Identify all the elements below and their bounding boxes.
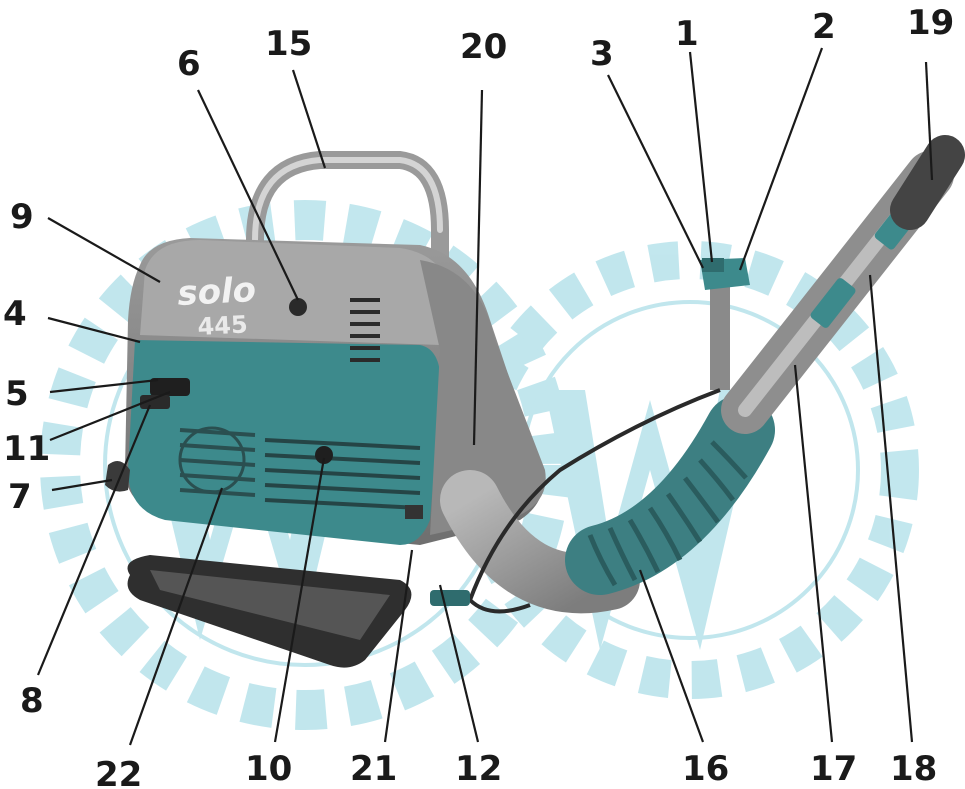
callout-17: 17 <box>810 749 857 789</box>
callout-4: 4 <box>3 294 27 334</box>
callout-21: 21 <box>350 749 397 789</box>
brand-logo: solo <box>176 270 257 314</box>
leader-4 <box>47 316 141 344</box>
nozzle <box>890 135 965 230</box>
callout-10: 10 <box>245 749 292 789</box>
leader-22 <box>128 487 224 746</box>
leader-3 <box>607 74 704 269</box>
top-cover <box>140 240 455 345</box>
callout-9: 9 <box>10 197 34 237</box>
leader-15 <box>291 69 327 169</box>
callout-6: 6 <box>177 44 201 84</box>
leader-21 <box>383 549 414 743</box>
leader-19 <box>924 61 934 181</box>
control-handle <box>700 258 750 390</box>
leader-20 <box>472 89 484 446</box>
callout-12: 12 <box>455 749 502 789</box>
model-number: 445 <box>197 310 249 341</box>
callout-labels: 1 2 3 4 5 6 7 8 9 10 11 12 15 16 17 18 1… <box>3 3 954 789</box>
callout-7: 7 <box>8 477 32 517</box>
callout-2: 2 <box>812 7 836 47</box>
leader-8 <box>36 404 152 676</box>
callout-3: 3 <box>590 34 614 74</box>
leader-12 <box>438 584 480 743</box>
callout-19: 19 <box>907 3 954 43</box>
tank-cap-knob <box>289 298 307 316</box>
cylinder-grille <box>264 438 421 510</box>
fan-shroud <box>420 260 546 535</box>
foot-pad <box>105 461 130 492</box>
leader-7 <box>51 478 113 492</box>
callout-1: 1 <box>675 14 699 54</box>
leader-lines <box>36 47 934 746</box>
throttle-cable <box>467 388 721 614</box>
callout-16: 16 <box>682 749 729 789</box>
callout-8: 8 <box>20 681 44 721</box>
cooling-vents <box>350 298 380 362</box>
leader-11 <box>49 390 171 442</box>
callout-20: 20 <box>460 27 507 67</box>
callout-11: 11 <box>3 429 50 469</box>
choke-knob <box>315 446 333 464</box>
throttle-lever <box>150 378 190 396</box>
leader-10 <box>273 457 326 743</box>
leader-18 <box>868 274 914 743</box>
leader-2 <box>738 47 824 271</box>
blower-illustration: solo 445 <box>105 135 965 668</box>
callout-15: 15 <box>265 24 312 64</box>
callout-22: 22 <box>95 755 142 789</box>
callout-5: 5 <box>5 374 29 414</box>
callout-18: 18 <box>890 749 937 789</box>
leader-6 <box>197 89 299 301</box>
leader-1 <box>688 51 714 263</box>
leader-5 <box>49 378 159 394</box>
leader-17 <box>793 364 834 743</box>
leader-16 <box>638 569 705 743</box>
leader-9 <box>47 217 161 283</box>
